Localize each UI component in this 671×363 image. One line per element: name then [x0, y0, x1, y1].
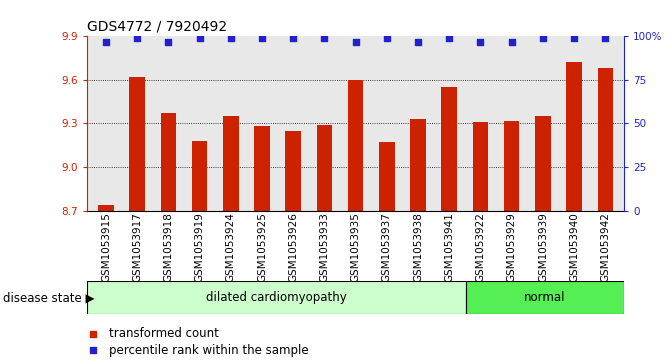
Bar	[130, 77, 145, 211]
Point	[256, 35, 267, 41]
Text: GDS4772 / 7920492: GDS4772 / 7920492	[87, 20, 227, 34]
Point	[600, 35, 611, 41]
Point	[382, 35, 393, 41]
Text: dilated cardiomyopathy: dilated cardiomyopathy	[206, 291, 347, 304]
Bar	[348, 80, 364, 211]
Point	[163, 38, 174, 44]
Bar	[87, 281, 466, 314]
Bar	[223, 116, 239, 211]
Text: normal: normal	[524, 291, 566, 304]
Bar	[597, 68, 613, 211]
Point	[475, 38, 486, 44]
Bar	[285, 131, 301, 211]
Point	[225, 35, 236, 41]
Text: percentile rank within the sample: percentile rank within the sample	[109, 344, 309, 357]
Bar	[472, 122, 488, 211]
Bar	[379, 142, 395, 211]
Point	[413, 38, 423, 44]
Point	[319, 35, 329, 41]
Bar	[504, 121, 519, 211]
Point	[569, 35, 580, 41]
Bar	[466, 281, 624, 314]
Point	[350, 38, 361, 44]
Bar	[317, 125, 332, 211]
Bar	[254, 126, 270, 211]
Bar	[535, 116, 551, 211]
Text: transformed count: transformed count	[109, 327, 219, 340]
Point	[507, 38, 517, 44]
Point	[537, 35, 548, 41]
Point	[444, 35, 455, 41]
Bar	[160, 113, 176, 211]
Bar	[566, 62, 582, 211]
Point	[101, 38, 111, 44]
Bar	[410, 119, 426, 211]
Bar	[98, 205, 114, 211]
Bar	[442, 87, 457, 211]
Point	[288, 35, 299, 41]
Point	[132, 35, 142, 41]
Bar	[192, 141, 207, 211]
Point	[194, 35, 205, 41]
Text: disease state ▶: disease state ▶	[3, 291, 95, 304]
